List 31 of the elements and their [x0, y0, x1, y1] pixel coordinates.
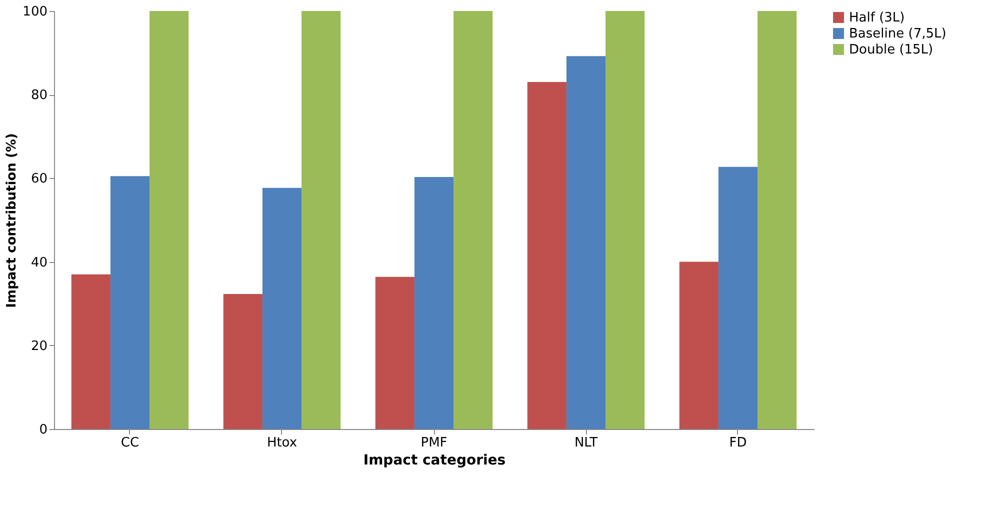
bar [606, 11, 645, 429]
bar [679, 262, 718, 429]
y-tick-label: 60 [30, 172, 48, 187]
x-tick-label: PMF [420, 436, 448, 450]
bar [527, 82, 566, 429]
x-tick-label: Htox [266, 436, 298, 450]
x-tick-label: NLT [574, 436, 598, 450]
x-tick-label: FD [729, 436, 747, 450]
bar [71, 274, 110, 429]
bar [302, 11, 341, 429]
y-tick-label: 80 [30, 88, 48, 104]
bar [150, 11, 189, 429]
bar [454, 11, 493, 429]
bar [758, 11, 797, 429]
legend-label: Half (3L) [849, 10, 905, 26]
bar [718, 166, 758, 429]
bar [414, 176, 454, 429]
y-tick-label: 40 [30, 255, 48, 270]
bar [110, 176, 150, 429]
x-axis-title: Impact categories [363, 452, 506, 468]
bar [566, 56, 606, 429]
x-tick-label: CC [120, 436, 140, 450]
bar [375, 276, 414, 429]
y-tick-label: 0 [39, 422, 48, 438]
y-tick-label: 20 [30, 338, 48, 354]
bar [223, 294, 262, 429]
y-axis-title: Impact contribution (%) [4, 133, 20, 308]
bar [262, 188, 302, 429]
y-tick-label: 100 [22, 4, 48, 20]
legend-label: Double (15L) [849, 42, 934, 58]
legend-label: Baseline (7,5L) [849, 26, 946, 42]
